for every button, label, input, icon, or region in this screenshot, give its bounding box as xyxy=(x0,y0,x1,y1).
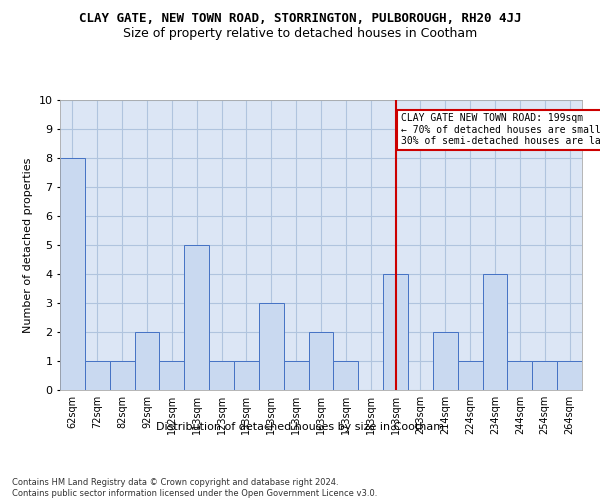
Bar xyxy=(334,361,358,390)
Text: CLAY GATE, NEW TOWN ROAD, STORRINGTON, PULBOROUGH, RH20 4JJ: CLAY GATE, NEW TOWN ROAD, STORRINGTON, P… xyxy=(79,12,521,26)
Bar xyxy=(85,361,110,390)
Bar xyxy=(160,361,184,390)
Bar xyxy=(134,332,160,390)
Bar xyxy=(284,361,308,390)
Bar xyxy=(383,274,408,390)
Bar xyxy=(209,361,234,390)
Text: Size of property relative to detached houses in Cootham: Size of property relative to detached ho… xyxy=(123,28,477,40)
Bar xyxy=(60,158,85,390)
Bar xyxy=(482,274,508,390)
Bar xyxy=(433,332,458,390)
Y-axis label: Number of detached properties: Number of detached properties xyxy=(23,158,33,332)
Bar xyxy=(557,361,582,390)
Text: Distribution of detached houses by size in Cootham: Distribution of detached houses by size … xyxy=(156,422,444,432)
Bar xyxy=(308,332,334,390)
Text: CLAY GATE NEW TOWN ROAD: 199sqm
← 70% of detached houses are smaller (28)
30% of: CLAY GATE NEW TOWN ROAD: 199sqm ← 70% of… xyxy=(401,113,600,146)
Bar xyxy=(259,303,284,390)
Bar xyxy=(184,245,209,390)
Text: Contains HM Land Registry data © Crown copyright and database right 2024.
Contai: Contains HM Land Registry data © Crown c… xyxy=(12,478,377,498)
Bar xyxy=(532,361,557,390)
Bar xyxy=(458,361,482,390)
Bar xyxy=(508,361,532,390)
Bar xyxy=(110,361,134,390)
Bar xyxy=(234,361,259,390)
